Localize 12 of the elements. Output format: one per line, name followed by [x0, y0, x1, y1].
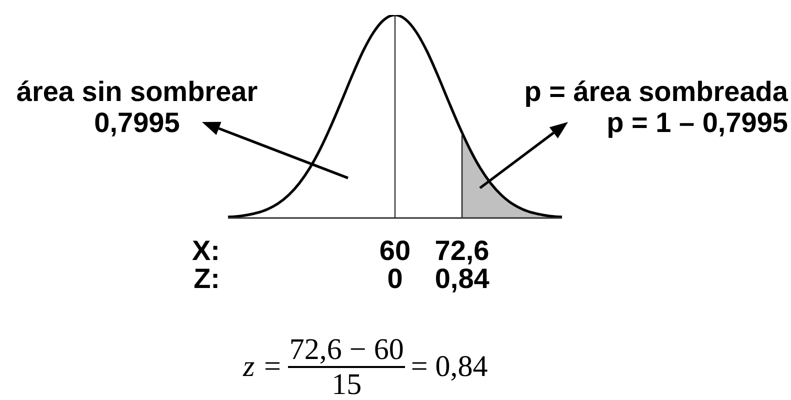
x2-axis-title: Z:: [194, 263, 220, 294]
annotation: p = área sombreada p = 1 – 0,7995: [524, 76, 788, 138]
x-axis-title: X:: [192, 235, 220, 266]
text: = 0,84: [410, 350, 488, 384]
x2-tick-label: 0: [387, 263, 403, 294]
x-tick-label: 60: [379, 235, 411, 266]
text: z =: [243, 350, 282, 384]
x2-tick-label: 0,84: [434, 263, 490, 294]
annotation: área sin sombrear 0,7995: [16, 76, 258, 138]
x-tick-label: 72,6: [434, 235, 490, 266]
text: 72,6 − 60: [289, 333, 404, 366]
text: 15: [332, 368, 362, 400]
